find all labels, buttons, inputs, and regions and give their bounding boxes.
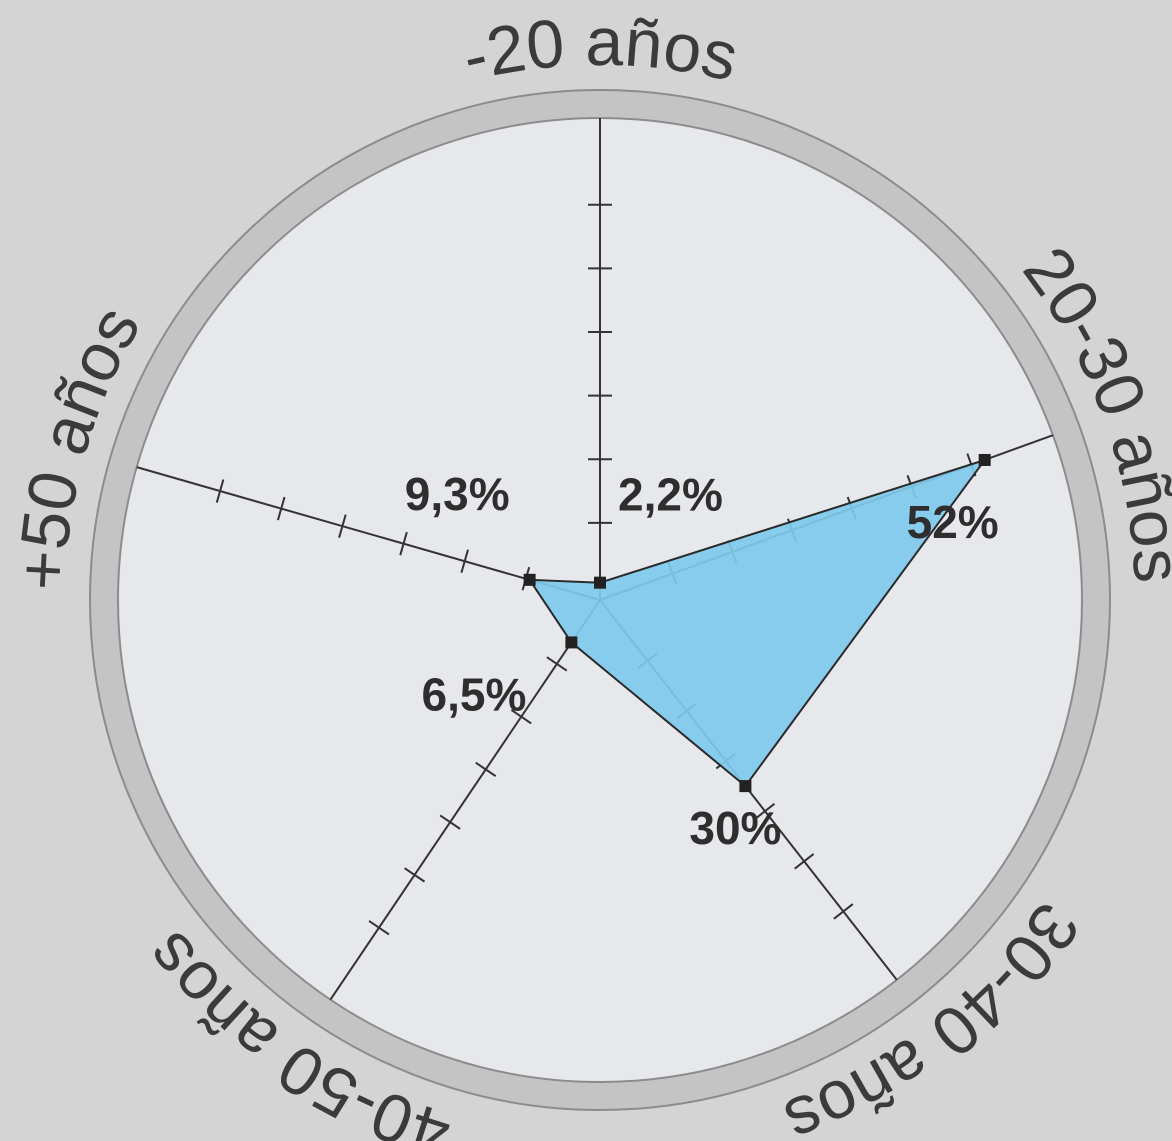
axis-tick [754, 803, 776, 820]
axis-tick [338, 514, 347, 538]
axis-tick [215, 479, 225, 503]
axis-tick [399, 531, 408, 556]
axis-line-50-a-os [136, 466, 601, 601]
value-label-20-a-os: 2,2% [618, 469, 723, 521]
value-label-40-50-a-os: 6,5% [422, 668, 527, 720]
axis-label-20-a-os: -20 años [456, 4, 745, 96]
outer-ring-edge-outer [89, 89, 1111, 1111]
axis-tick [833, 903, 854, 920]
axis-tick [475, 761, 497, 777]
axis-line-40-50-a-os [329, 599, 601, 1001]
axis-tick [404, 867, 426, 883]
data-point-20-a-os [594, 576, 606, 589]
value-label-30-40-a-os: 30% [689, 802, 781, 854]
axis-tick [368, 920, 390, 936]
axis-tick [439, 814, 461, 830]
value-label-20-30-a-os: 52% [907, 496, 999, 548]
data-point-40-50-a-os [565, 636, 578, 649]
outer-ring [90, 90, 1110, 1110]
data-point-50-a-os [523, 573, 536, 586]
axis-tick [510, 709, 532, 725]
value-label-50-a-os: 9,3% [405, 468, 510, 520]
data-point-20-30-a-os [978, 453, 991, 466]
data-point-30-40-a-os [739, 780, 752, 793]
series-layer [523, 453, 991, 793]
axis-tick [460, 549, 469, 574]
axis-tick [546, 656, 568, 672]
axis-tick [794, 853, 815, 870]
series-polygon [527, 458, 988, 788]
axis-tick [276, 496, 286, 521]
